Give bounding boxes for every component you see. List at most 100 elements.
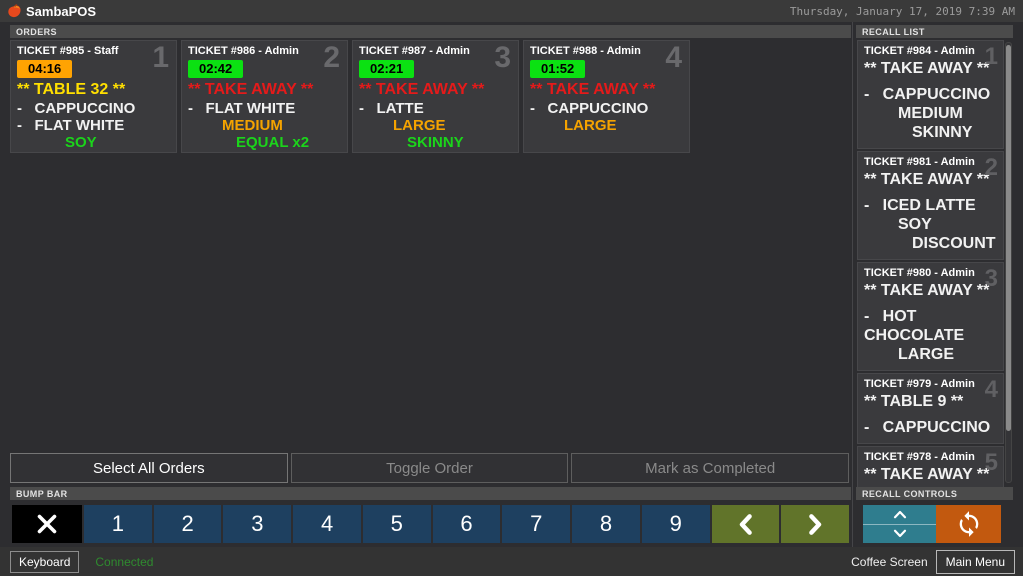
ticket-sequence-number: 1 [152,41,169,74]
status-bar: Keyboard Connected Coffee Screen Main Me… [0,547,1023,576]
title-bar: SambaPOS Thursday, January 17, 2019 7:39… [0,0,1023,22]
close-icon [37,514,57,534]
bump-bar: 1 2 3 4 5 6 7 8 9 [12,505,850,543]
ticket-timer-badge: 02:42 [188,60,244,78]
ticket-line: - FLAT WHITE [17,117,125,134]
sambapos-logo-icon [8,4,21,18]
bump-number-8-button[interactable]: 8 [572,505,640,543]
ticket-title: TICKET #985 - Staff [17,45,119,57]
orders-panel: ORDERS TICKET #985 - Staff 04:16 1 ** TA… [0,22,852,547]
ticket-line: SOY [65,134,97,151]
ticket-line: ** TAKE AWAY ** [864,171,990,188]
orders-ticket-row: TICKET #985 - Staff 04:16 1 ** TABLE 32 … [0,38,852,153]
ticket-lines: ** TABLE 9 ** - CAPPUCCINO [864,392,997,437]
recall-panel: RECALL LIST TICKET #984 - Admin 1 ** TAK… [852,22,1023,547]
ticket-line: ** TAKE AWAY ** [864,282,990,299]
order-ticket-card[interactable]: TICKET #988 - Admin 01:52 4 ** TAKE AWAY… [523,40,690,153]
ticket-sequence-number: 1 [984,43,998,70]
chevron-left-icon [739,513,752,535]
bump-number-6-button[interactable]: 6 [432,505,501,543]
ticket-lines: ** TABLE 32 ** - CAPPUCCINO - FLAT WHITE SO… [17,80,170,151]
mark-as-completed-button[interactable]: Mark as Completed [571,453,850,483]
ticket-title: TICKET #981 - Admin [864,156,975,168]
ticket-line: ** TAKE AWAY ** [864,466,990,483]
bump-number-3-button[interactable]: 3 [223,505,292,543]
bump-number-1-button[interactable]: 1 [84,505,152,543]
recall-scroll-up-button[interactable] [863,505,936,525]
app-title: SambaPOS [26,3,97,19]
recall-scroll-updown-button[interactable] [863,505,936,543]
ticket-line: SOY [898,216,932,233]
ticket-sequence-number: 4 [984,376,998,403]
order-ticket-card[interactable]: TICKET #986 - Admin 02:42 2 ** TAKE AWAY… [181,40,348,153]
orders-empty-area [0,153,852,453]
recall-refresh-button[interactable] [936,505,1001,543]
ticket-sequence-number: 3 [984,265,998,292]
bump-number-5-button[interactable]: 5 [362,505,431,543]
ticket-lines: ** TAKE AWAY ** - HOT CHOCOLATE LARGE [864,281,997,364]
ticket-line: MEDIUM [222,117,283,134]
bump-number-9-button[interactable]: 9 [641,505,710,543]
recall-controls [863,505,1023,543]
recall-scroll-down-button[interactable] [863,525,936,544]
toggle-order-button[interactable]: Toggle Order [290,453,569,483]
ticket-line: SKINNY [407,134,464,151]
ticket-line: - CAPPUCCINO [864,419,991,436]
ticket-title: TICKET #978 - Admin [864,451,975,463]
keyboard-button[interactable]: Keyboard [10,550,80,573]
bump-number-7-button[interactable]: 7 [502,505,571,543]
ticket-line: ** TAKE AWAY ** [530,81,656,98]
ticket-line: ** TAKE AWAY ** [864,60,990,77]
ticket-sequence-number: 4 [665,41,682,74]
ticket-line: - HOT CHOCOLATE [864,308,965,344]
select-all-orders-button[interactable]: Select All Orders [10,453,288,483]
ticket-line: ** TABLE 32 ** [17,81,126,98]
ticket-line: EQUAL x2 [236,134,310,151]
ticket-line: - CAPPUCCINO [530,100,649,117]
order-ticket-card[interactable]: TICKET #985 - Staff 04:16 1 ** TABLE 32 … [10,40,177,153]
ticket-line: - LATTE [359,100,424,117]
bump-close-button[interactable] [12,505,82,543]
order-ticket-card[interactable]: TICKET #987 - Admin 02:21 3 ** TAKE AWAY… [352,40,519,153]
ticket-sequence-number: 3 [494,41,511,74]
ticket-line: LARGE [393,117,446,134]
ticket-line: MEDIUM [898,105,963,122]
refresh-icon [959,511,978,537]
order-actions-row: Select All Orders Toggle Order Mark as C… [10,453,850,483]
screen-name-label: Coffee Screen [851,554,928,569]
ticket-lines: ** TAKE AWAY ** - CAPPUCCINO LARGE [530,80,683,134]
recall-ticket-card[interactable]: TICKET #980 - Admin 3 ** TAKE AWAY ** - H… [857,262,1004,371]
recall-controls-section-header: RECALL CONTROLS [856,487,1013,500]
recall-ticket-card[interactable]: TICKET #981 - Admin 2 ** TAKE AWAY ** - I… [857,151,1004,260]
ticket-line: - CAPPUCCINO [17,100,136,117]
recall-ticket-card[interactable]: TICKET #979 - Admin 4 ** TABLE 9 ** - CAP… [857,373,1004,444]
ticket-line: SKINNY [912,124,973,141]
ticket-line: - ICED LATTE [864,197,976,214]
recall-ticket-card[interactable]: TICKET #984 - Admin 1 ** TAKE AWAY ** - C… [857,40,1004,149]
bump-next-page-button[interactable] [781,505,850,543]
ticket-sequence-number: 2 [984,154,998,181]
chevron-right-icon [808,513,821,535]
bump-number-2-button[interactable]: 2 [153,505,222,543]
recall-scrollbar-thumb[interactable] [1006,45,1011,432]
ticket-timer-badge: 04:16 [17,60,73,78]
ticket-timer-badge: 02:21 [359,60,415,78]
bump-number-4-button[interactable]: 4 [293,505,361,543]
main-menu-button[interactable]: Main Menu [935,549,1015,574]
ticket-sequence-number: 2 [323,41,340,74]
ticket-title: TICKET #988 - Admin [530,45,641,57]
ticket-sequence-number: 5 [984,449,998,476]
clock-datetime: Thursday, January 17, 2019 7:39 AM [789,4,1015,18]
ticket-lines: ** TAKE AWAY ** - FLAT WHITE MEDIUM EQUAL x… [188,80,341,151]
ticket-title: TICKET #986 - Admin [188,45,299,57]
bump-previous-page-button[interactable] [711,505,780,543]
ticket-title: TICKET #980 - Admin [864,267,975,279]
recall-scrollbar[interactable] [1005,42,1012,483]
ticket-line: ** TABLE 9 ** [864,393,964,410]
ticket-line: - FLAT WHITE [188,100,296,117]
ticket-lines: ** TAKE AWAY ** - LATTE LARGE SKINNY [359,80,512,151]
ticket-line: - CAPPUCCINO [864,86,991,103]
recall-ticket-card[interactable]: TICKET #978 - Admin 5 ** TAKE AWAY ** [857,446,1004,487]
recall-list: TICKET #984 - Admin 1 ** TAKE AWAY ** - C… [853,38,1023,487]
ticket-line: ** TAKE AWAY ** [188,81,314,98]
